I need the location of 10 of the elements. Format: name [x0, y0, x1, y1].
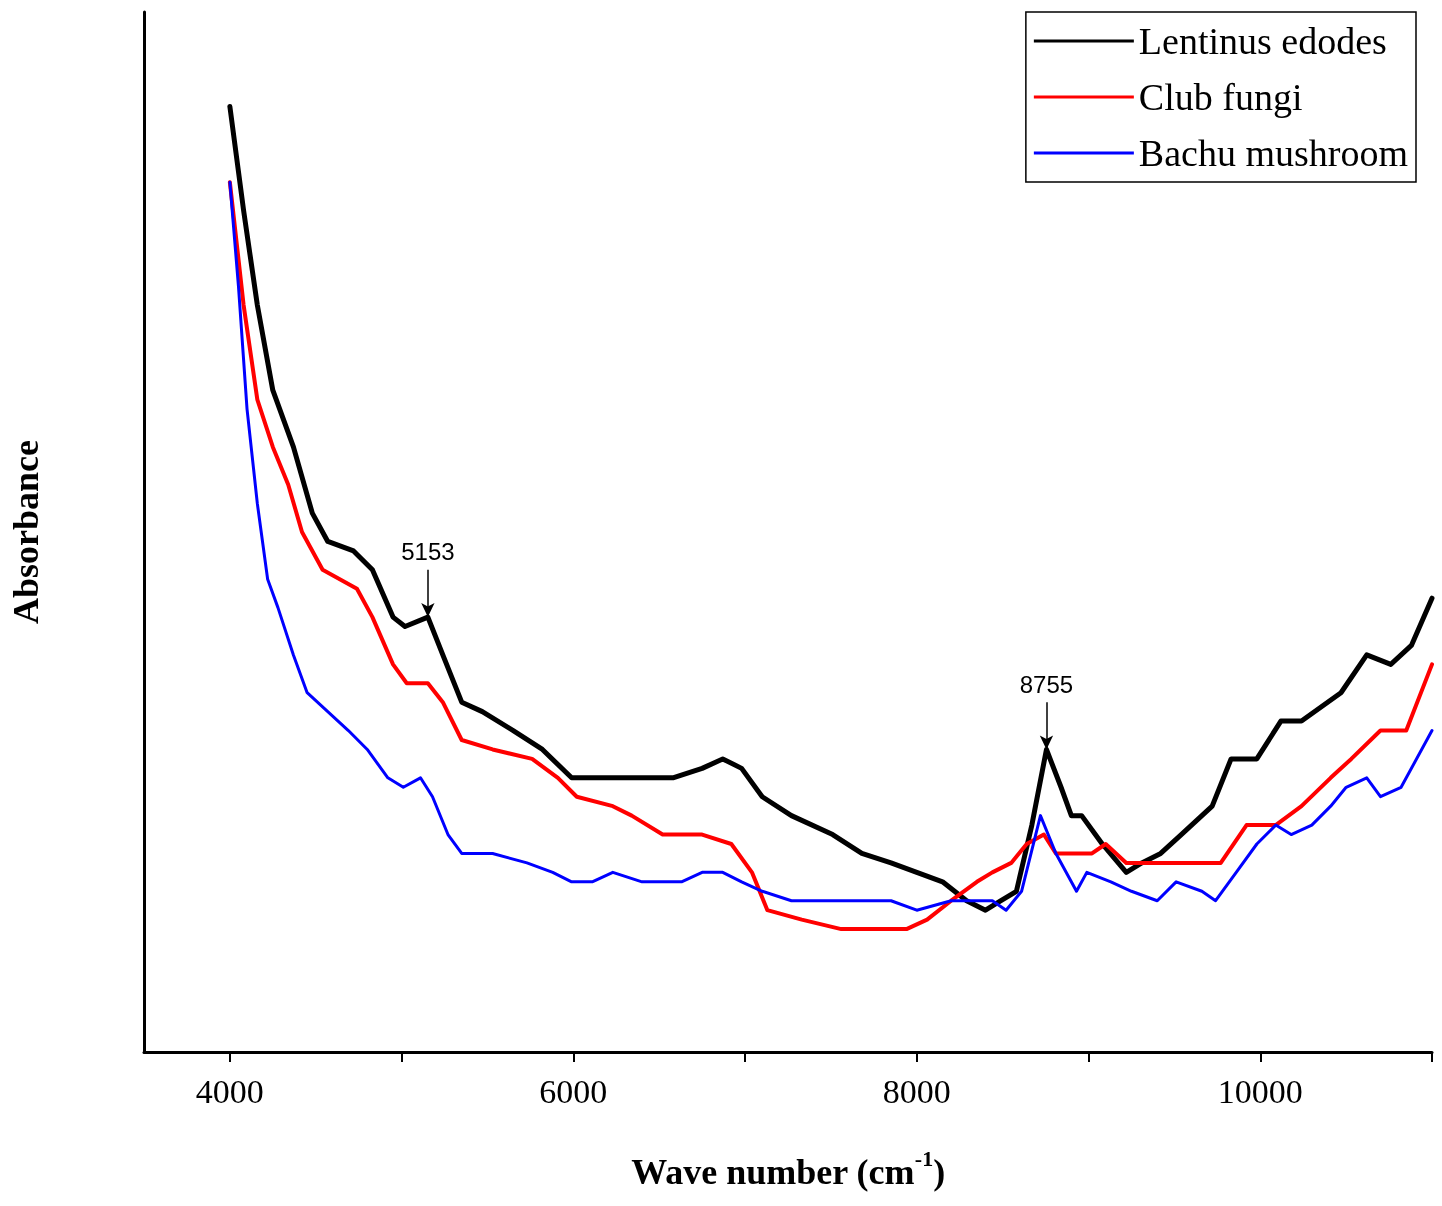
annotation: 5153	[401, 538, 455, 566]
legend-label: Bachu mushroom	[1138, 132, 1408, 174]
x-tick-label: 8000	[882, 1072, 951, 1110]
legend-label: Club fungi	[1138, 76, 1303, 118]
annotation: 8755	[1019, 670, 1074, 698]
y-axis-title: Absorbance	[6, 439, 46, 625]
x-tick-label: 4000	[195, 1072, 264, 1110]
x-tick-label: 6000	[539, 1072, 608, 1110]
x-tick-label: 10000	[1217, 1072, 1303, 1110]
legend-label: Lentinus edodes	[1138, 20, 1387, 62]
